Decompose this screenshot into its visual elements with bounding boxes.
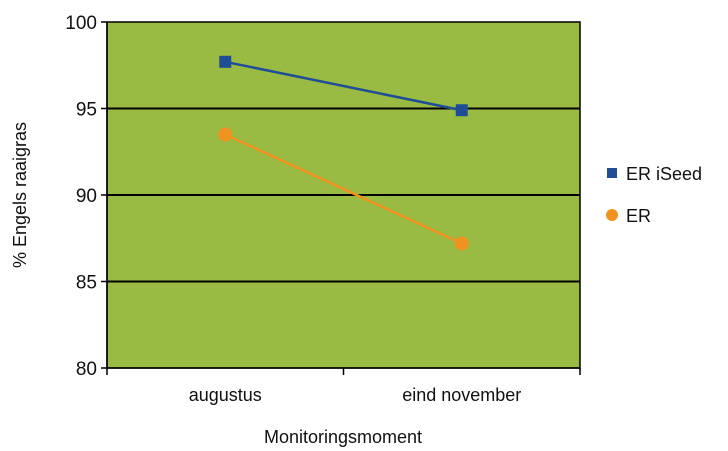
legend: ER iSeed ER	[606, 164, 702, 226]
y-tick-label: 85	[76, 273, 97, 294]
y-tick-label: 100	[65, 13, 97, 34]
y-tick-label: 95	[76, 100, 97, 121]
data-point	[218, 127, 233, 142]
x-tick-label: eind november	[402, 385, 521, 405]
legend-marker	[606, 209, 618, 221]
gridlines	[107, 107, 580, 283]
data-point	[455, 104, 468, 117]
x-tick-labels: augustus eind november	[106, 368, 581, 405]
y-tick-labels: 80 85 90 95 100	[65, 13, 107, 380]
y-tick-label: 90	[76, 186, 97, 207]
series-line	[224, 60, 463, 112]
legend-label: ER iSeed	[626, 164, 702, 184]
series-line	[224, 133, 463, 245]
data-point	[219, 55, 232, 68]
data-point	[454, 236, 469, 251]
legend-label: ER	[626, 206, 651, 226]
x-axis-title: Monitoringsmoment	[264, 427, 422, 447]
y-tick-label: 80	[76, 359, 97, 380]
x-tick-label: augustus	[189, 385, 262, 405]
series-group	[218, 55, 469, 251]
y-axis-title: % Engels raaigras	[10, 122, 30, 268]
legend-marker	[607, 168, 617, 178]
